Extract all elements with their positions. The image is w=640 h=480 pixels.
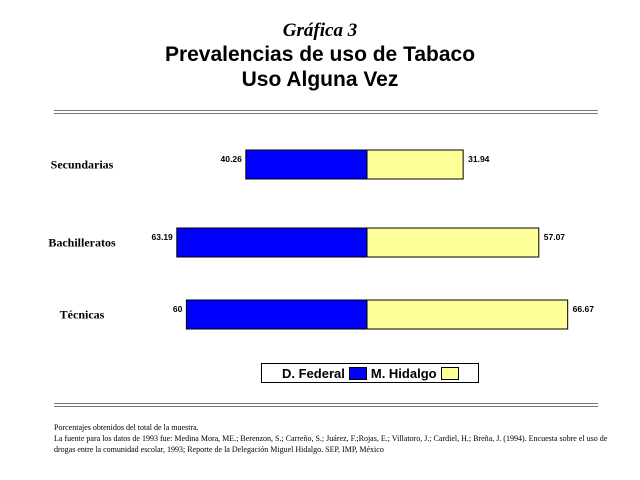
legend-swatch-series-1 [348,366,367,380]
footnotes: Porcentajes obtenidos del total de la mu… [54,422,624,455]
legend-item-series-2: M. Hidalgo [367,366,441,381]
legend-label-series-1: D. Federal [282,365,345,381]
top-divider [54,110,598,114]
data-label-series-2-secundarias: 31.94 [468,154,490,164]
chart-title-number: Gráfica 3 [282,20,358,41]
bar-chart: Secundarias 40.26 31.94 Bachilleratos 63.19 5… [48,149,595,330]
chart-title-block: Gráfica 3 Prevalencias de uso de Tabaco … [0,20,640,92]
chart-legend: D. Federal M. Hidalgo [261,363,479,383]
bar-series-2-bachilleratos [366,227,540,258]
footnote-source: La fuente para los datos de 1993 fue: Me… [54,434,608,454]
legend-item-series-1: D. Federal [262,366,367,381]
category-label-secundarias: Secundarias [51,158,114,172]
bar-series-1-tecnicas [185,299,368,330]
bar-series-1-secundarias [245,149,368,180]
bottom-divider [54,403,598,407]
chart-title: Prevalencias de uso de Tabaco [164,43,476,66]
footnote-sample: Porcentajes obtenidos del total de la mu… [54,423,199,432]
legend-label-series-2: M. Hidalgo [370,365,437,381]
data-label-series-2-bachilleratos: 57.07 [544,232,566,242]
data-label-series-1-bachilleratos: 63.19 [152,232,174,242]
data-label-series-1-tecnicas: 60 [173,304,183,314]
data-label-series-2-tecnicas: 66.67 [573,304,595,314]
category-label-bachilleratos: Bachilleratos [48,236,116,250]
data-label-series-1-secundarias: 40.26 [221,154,243,164]
category-label-tecnicas: Técnicas [60,308,105,322]
legend-swatch-series-2 [440,366,459,380]
bar-series-1-bachilleratos [176,227,368,258]
bar-series-2-secundarias [366,149,464,180]
chart-subtitle: Uso Alguna Vez [241,68,399,91]
bar-series-2-tecnicas [366,299,569,330]
